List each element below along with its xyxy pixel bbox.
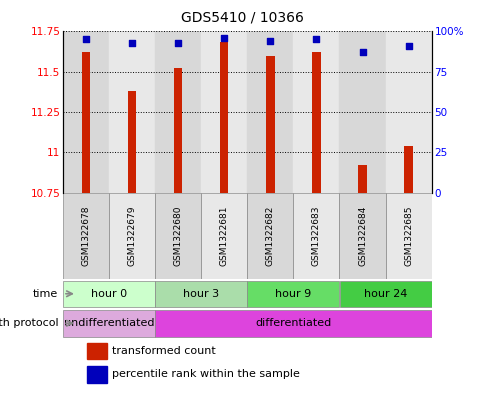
Bar xyxy=(293,31,339,193)
Bar xyxy=(385,193,431,279)
Text: differentiated: differentiated xyxy=(255,318,331,328)
Text: GSM1322681: GSM1322681 xyxy=(219,206,228,266)
Bar xyxy=(155,310,431,336)
Text: percentile rank within the sample: percentile rank within the sample xyxy=(111,369,299,379)
Text: GSM1322684: GSM1322684 xyxy=(357,206,366,266)
Text: GSM1322682: GSM1322682 xyxy=(265,206,274,266)
Point xyxy=(266,38,273,44)
Bar xyxy=(293,193,339,279)
Text: hour 9: hour 9 xyxy=(275,289,311,299)
Text: GSM1322678: GSM1322678 xyxy=(81,206,91,266)
Bar xyxy=(155,281,247,307)
Point xyxy=(358,49,365,55)
Text: GSM1322679: GSM1322679 xyxy=(127,206,136,266)
Text: hour 24: hour 24 xyxy=(363,289,407,299)
Text: growth protocol: growth protocol xyxy=(0,318,58,328)
Bar xyxy=(63,31,109,193)
Bar xyxy=(82,52,90,193)
Text: time: time xyxy=(33,289,58,299)
Bar xyxy=(155,31,201,193)
Bar xyxy=(109,193,155,279)
Bar xyxy=(220,42,228,193)
Bar xyxy=(155,193,201,279)
Bar xyxy=(63,310,155,336)
Bar xyxy=(201,193,247,279)
Text: hour 0: hour 0 xyxy=(91,289,127,299)
Bar xyxy=(404,146,412,193)
Text: undifferentiated: undifferentiated xyxy=(64,318,154,328)
Bar xyxy=(312,52,320,193)
Point xyxy=(404,43,411,49)
Bar xyxy=(87,343,106,359)
Bar xyxy=(87,366,106,383)
Text: hour 3: hour 3 xyxy=(183,289,219,299)
Bar xyxy=(247,193,293,279)
Bar xyxy=(339,31,385,193)
Bar xyxy=(339,281,431,307)
Point xyxy=(174,40,182,46)
Bar xyxy=(247,281,339,307)
Point xyxy=(82,36,90,42)
Text: GSM1322680: GSM1322680 xyxy=(173,206,182,266)
Point xyxy=(312,36,319,42)
Bar xyxy=(128,91,136,193)
Bar xyxy=(63,193,109,279)
Bar xyxy=(174,68,182,193)
Bar xyxy=(385,31,431,193)
Bar xyxy=(339,193,385,279)
Text: GSM1322683: GSM1322683 xyxy=(311,206,320,266)
Bar xyxy=(109,31,155,193)
Text: GDS5410 / 10366: GDS5410 / 10366 xyxy=(181,11,303,25)
Bar xyxy=(63,281,155,307)
Text: GSM1322685: GSM1322685 xyxy=(403,206,412,266)
Point xyxy=(128,40,136,46)
Bar xyxy=(358,165,366,193)
Text: transformed count: transformed count xyxy=(111,346,215,356)
Point xyxy=(220,35,227,41)
Bar xyxy=(247,31,293,193)
Bar xyxy=(201,31,247,193)
Bar xyxy=(266,55,274,193)
